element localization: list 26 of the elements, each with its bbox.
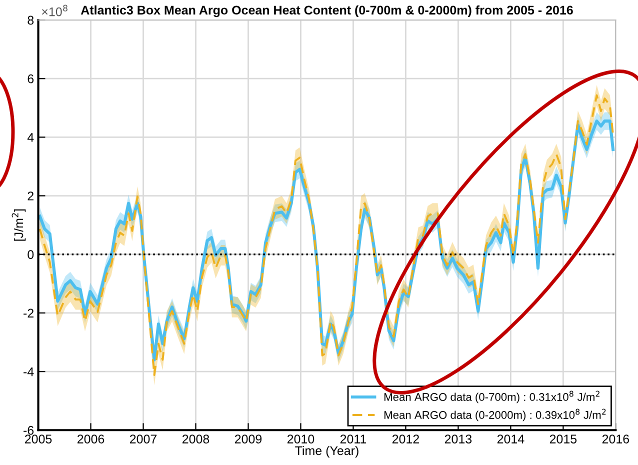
x-tick-label: 2007 bbox=[130, 434, 157, 444]
legend-label: Mean ARGO data (0-2000m) : 0.39x10$^{8}$ J/m$^{2}$ bbox=[384, 408, 606, 422]
y-tick-label: 2 bbox=[28, 192, 34, 200]
x-tick-label: 2008 bbox=[182, 434, 210, 444]
x-tick-label: 2010 bbox=[287, 434, 314, 444]
x-tick-label: 2009 bbox=[234, 434, 262, 444]
x-tick-label: 2015 bbox=[550, 434, 577, 444]
y-tick-label: 4 bbox=[27, 133, 34, 142]
y-tick-label: -2 bbox=[24, 308, 34, 318]
legend-label: Mean ARGO data (0-700m) : 0.31x10$^{8}$ J/m$^{2}$ bbox=[384, 390, 600, 404]
y-tick-label: 6 bbox=[28, 74, 34, 84]
x-tick-label: 2013 bbox=[444, 434, 472, 444]
x-tick-label: 2006 bbox=[77, 434, 104, 444]
y-tick-label: 8 bbox=[28, 16, 34, 25]
x-tick-label: 2014 bbox=[497, 434, 524, 444]
chart-title: Atlantic3 Box Mean Argo Ocean Heat Content (0-700m & 0-2000m) from 2005 - 2016 bbox=[80, 5, 573, 18]
y-tick-label: 0 bbox=[28, 250, 34, 260]
x-tick-label: 2005 bbox=[25, 434, 52, 444]
x-tick-label: 2012 bbox=[392, 434, 419, 444]
y-tick-label: -6 bbox=[24, 426, 34, 435]
y-tick-label: -4 bbox=[24, 367, 34, 376]
x-tick-label: 2011 bbox=[340, 434, 366, 444]
x-axis-title: Time (Year) bbox=[295, 446, 358, 458]
x-tick-label: 2016 bbox=[602, 434, 630, 444]
text: ×10$^{8}$ bbox=[42, 4, 68, 16]
y-axis-title: [J/m$^{2}$] bbox=[12, 209, 26, 241]
